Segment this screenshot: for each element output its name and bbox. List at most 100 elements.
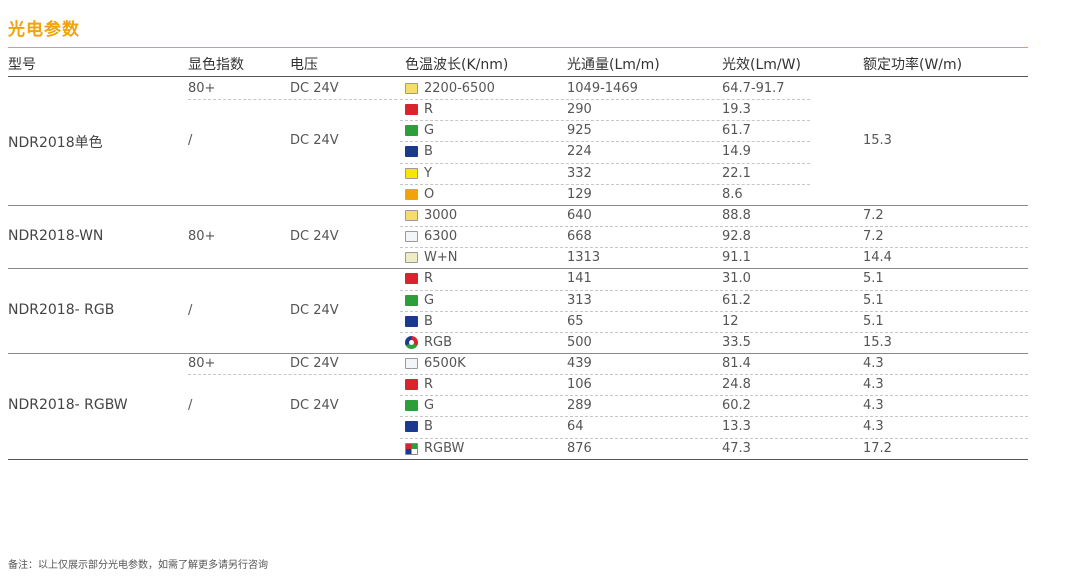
cct-value: B bbox=[424, 313, 433, 329]
rgb-icon-center bbox=[409, 339, 414, 345]
row-divider bbox=[400, 331, 1028, 333]
power-value: 5.1 bbox=[863, 292, 884, 308]
header-model: 型号 bbox=[8, 57, 36, 73]
color-swatch-icon bbox=[405, 294, 418, 306]
color-swatch-icon bbox=[405, 252, 418, 264]
row-divider bbox=[400, 310, 1028, 312]
color-swatch-icon bbox=[405, 83, 418, 94]
efficacy-value: 22.1 bbox=[722, 165, 751, 181]
voltage-value: DC 24V bbox=[290, 133, 339, 149]
color-swatch-icon bbox=[405, 273, 418, 285]
flux-value: 224 bbox=[567, 144, 592, 160]
color-swatch-icon bbox=[405, 421, 418, 433]
efficacy-value: 60.2 bbox=[722, 398, 751, 414]
color-swatch-icon bbox=[405, 167, 418, 179]
group-divider bbox=[8, 458, 1028, 460]
cri-value: / bbox=[188, 302, 193, 318]
color-swatch-icon bbox=[405, 146, 418, 158]
row-divider bbox=[400, 374, 1028, 376]
header-voltage: 电压 bbox=[290, 57, 318, 73]
flux-value: 65 bbox=[567, 313, 584, 329]
efficacy-value: 47.3 bbox=[722, 440, 751, 456]
row-divider bbox=[400, 141, 810, 143]
color-swatch-icon bbox=[405, 315, 418, 327]
color-swatch-icon bbox=[405, 209, 418, 221]
flux-value: 64 bbox=[567, 419, 584, 435]
efficacy-value: 12 bbox=[722, 313, 739, 329]
row-divider bbox=[400, 162, 810, 164]
rgb-color-icon bbox=[405, 335, 418, 349]
power-value: 4.3 bbox=[863, 398, 884, 414]
cct-value: B bbox=[424, 144, 433, 160]
voltage-value: DC 24V bbox=[290, 397, 339, 413]
cri-value: 80+ bbox=[188, 228, 216, 244]
row-divider bbox=[400, 395, 1028, 397]
page-title: 光电参数 bbox=[8, 20, 80, 40]
flux-value: 1049-1469 bbox=[567, 81, 638, 96]
power-value: 15.3 bbox=[863, 133, 892, 149]
efficacy-value: 19.3 bbox=[722, 102, 751, 118]
cct-value: 6300 bbox=[424, 229, 458, 245]
row-divider bbox=[400, 289, 1028, 291]
efficacy-value: 31.0 bbox=[722, 271, 751, 287]
efficacy-value: 33.5 bbox=[722, 334, 751, 350]
efficacy-value: 92.8 bbox=[722, 229, 751, 245]
cri-value: 80+ bbox=[188, 81, 216, 96]
voltage-value: DC 24V bbox=[290, 302, 339, 318]
flux-value: 290 bbox=[567, 102, 592, 118]
group-divider bbox=[8, 352, 1028, 354]
efficacy-value: 24.8 bbox=[722, 377, 751, 393]
power-value: 5.1 bbox=[863, 271, 884, 287]
power-value: 7.2 bbox=[863, 207, 884, 223]
cct-value: G bbox=[424, 123, 435, 139]
cct-value: R bbox=[424, 102, 434, 118]
model-name: NDR2018- RGBW bbox=[8, 396, 128, 413]
group-divider bbox=[8, 268, 1028, 270]
model-name: NDR2018-WN bbox=[8, 227, 104, 244]
cct-value: R bbox=[424, 377, 434, 393]
cct-value: B bbox=[424, 419, 433, 435]
power-value: 15.3 bbox=[863, 334, 892, 350]
color-swatch-icon bbox=[405, 379, 418, 391]
cct-value: R bbox=[424, 271, 434, 287]
row-divider bbox=[188, 374, 397, 376]
power-value: 5.1 bbox=[863, 313, 884, 329]
power-value: 4.3 bbox=[863, 355, 884, 371]
efficacy-value: 13.3 bbox=[722, 419, 751, 435]
row-divider bbox=[400, 120, 810, 122]
color-swatch-icon bbox=[405, 188, 418, 200]
flux-value: 129 bbox=[567, 186, 592, 202]
cct-value: G bbox=[424, 398, 435, 414]
title-divider bbox=[8, 47, 1028, 48]
power-value: 14.4 bbox=[863, 250, 892, 266]
flux-value: 1313 bbox=[567, 250, 601, 266]
voltage-value: DC 24V bbox=[290, 81, 339, 96]
cct-value: 3000 bbox=[424, 207, 458, 223]
flux-value: 668 bbox=[567, 229, 592, 245]
header-flux: 光通量(Lm/m) bbox=[567, 57, 660, 73]
efficacy-value: 61.2 bbox=[722, 292, 751, 308]
row-divider bbox=[400, 183, 810, 185]
flux-value: 876 bbox=[567, 440, 592, 456]
cct-value: Y bbox=[424, 165, 432, 181]
model-name: NDR2018- RGB bbox=[8, 301, 115, 318]
row-divider bbox=[400, 247, 1028, 249]
flux-value: 439 bbox=[567, 355, 592, 371]
flux-value: 640 bbox=[567, 207, 592, 223]
header-cct: 色温波长(K/nm) bbox=[405, 57, 509, 73]
efficacy-value: 64.7-91.7 bbox=[722, 81, 785, 96]
header-cri: 显色指数 bbox=[188, 57, 244, 73]
cct-value: 6500K bbox=[424, 355, 466, 371]
flux-value: 289 bbox=[567, 398, 592, 414]
efficacy-value: 14.9 bbox=[722, 144, 751, 160]
row-divider bbox=[400, 99, 810, 101]
cct-value: O bbox=[424, 186, 435, 202]
color-swatch-icon bbox=[405, 400, 418, 412]
color-swatch-icon bbox=[405, 357, 418, 369]
flux-value: 313 bbox=[567, 292, 592, 308]
header-divider bbox=[8, 76, 1028, 77]
cct-value: W+N bbox=[424, 250, 458, 266]
color-swatch-icon bbox=[405, 125, 418, 137]
efficacy-value: 81.4 bbox=[722, 355, 751, 371]
flux-value: 925 bbox=[567, 123, 592, 139]
